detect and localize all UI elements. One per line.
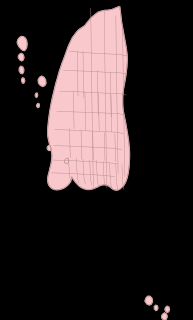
Polygon shape: [48, 6, 130, 190]
Polygon shape: [19, 66, 24, 74]
Polygon shape: [22, 78, 25, 83]
Polygon shape: [17, 36, 27, 51]
Polygon shape: [64, 158, 69, 164]
Polygon shape: [162, 313, 167, 320]
Polygon shape: [38, 76, 46, 86]
Polygon shape: [18, 53, 24, 61]
Polygon shape: [47, 145, 51, 150]
Polygon shape: [37, 103, 39, 108]
Polygon shape: [35, 93, 38, 97]
Polygon shape: [154, 305, 158, 310]
Polygon shape: [145, 296, 152, 305]
Polygon shape: [165, 306, 169, 312]
